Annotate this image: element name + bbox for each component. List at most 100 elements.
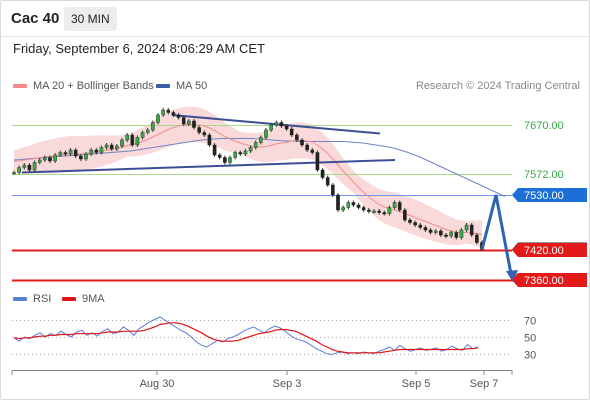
candle-body-66 (351, 202, 356, 206)
candle-body-72 (382, 212, 387, 215)
candle-body-12 (73, 149, 78, 157)
candle-body-28 (156, 114, 160, 123)
forecast-arrow (480, 194, 513, 275)
candle-body-42 (228, 157, 232, 163)
candle-body-79 (418, 224, 423, 228)
candle-body-1 (17, 167, 21, 173)
candle-body-88 (464, 224, 469, 231)
candle-body-3 (27, 164, 32, 171)
candle-body-17 (99, 147, 104, 153)
level-tag-2 (512, 188, 587, 202)
candle-body-2 (22, 164, 27, 168)
candle-body-80 (423, 227, 428, 231)
candle-body-81 (428, 229, 433, 233)
candle-body-51 (274, 122, 279, 126)
rsi-tick-2: 30 (524, 350, 536, 362)
level-label-2: 7530.00 (524, 190, 564, 202)
candle-body-37 (202, 132, 207, 136)
candle-body-46 (248, 147, 253, 152)
candle-body-67 (356, 204, 361, 208)
candle-body-18 (104, 144, 109, 148)
candle-body-0 (12, 172, 16, 175)
candle-body-5 (37, 159, 42, 163)
candle-body-48 (259, 137, 263, 143)
trendline-lower (21, 159, 396, 174)
level-label-1: 7572.00 (524, 169, 564, 181)
candle-body-43 (233, 152, 237, 158)
x-tick-label-0: Aug 30 (140, 378, 175, 390)
ma9-swatch (62, 297, 76, 301)
candle-body-86 (454, 232, 459, 238)
interval-button[interactable]: 30 MIN (64, 7, 117, 31)
candle-body-74 (392, 202, 397, 208)
candle-body-40 (217, 154, 222, 158)
bollinger-band (14, 106, 482, 249)
symbol-title: Cac 40 (11, 10, 60, 27)
candle-body-61 (325, 177, 330, 186)
attribution: Research © 2024 Trading Central (415, 80, 580, 92)
candle-body-14 (84, 153, 88, 160)
candle-body-90 (475, 234, 479, 243)
chart-header: Cac 40 30 MIN (0, 0, 588, 37)
candle-body-34 (187, 120, 191, 125)
level-label-4: 7420.00 (524, 245, 564, 257)
candle-body-68 (361, 207, 366, 211)
candle-body-64 (341, 207, 345, 211)
candle-body-87 (459, 229, 464, 238)
candle-body-25 (140, 132, 145, 138)
candle-body-49 (264, 129, 268, 138)
ma9-label: 9MA (82, 293, 105, 305)
candle-body-23 (130, 134, 135, 146)
candle-body-15 (89, 149, 93, 155)
candle-body-62 (331, 184, 335, 196)
level-label-0: 7670.00 (524, 120, 564, 132)
candle-body-60 (320, 169, 325, 178)
candle-body-54 (289, 128, 294, 136)
candle-body-78 (413, 222, 417, 226)
legend-ma50: MA 50 (156, 80, 207, 92)
datetime-label: Friday, September 6, 2024 8:06:29 AM CET (13, 41, 265, 56)
legend-ma20: MA 20 + Bollinger Bands (13, 80, 154, 92)
candle-body-41 (223, 157, 227, 163)
candle-body-82 (433, 230, 438, 233)
x-tick-label-1: Sep 3 (273, 378, 302, 390)
candle-body-33 (181, 117, 186, 125)
candle-body-45 (243, 150, 248, 155)
rsi-label: RSI (33, 293, 52, 305)
candle-body-31 (171, 112, 176, 116)
candle-body-57 (305, 144, 309, 151)
candle-body-71 (377, 210, 381, 213)
rsi-tick-0: 70 (524, 316, 536, 328)
candle-body-32 (176, 114, 181, 118)
candle-body-19 (109, 144, 114, 150)
candle-body-76 (403, 209, 407, 221)
candle-body-63 (336, 194, 340, 211)
candle-body-20 (115, 145, 119, 150)
candle-body-35 (192, 120, 196, 128)
rsi-9ma-line (13, 322, 479, 354)
candle-body-47 (253, 142, 258, 148)
candle-body-85 (449, 232, 453, 237)
x-tick-label-2: Sep 5 (402, 378, 431, 390)
candle-body-24 (135, 137, 140, 146)
candle-body-52 (279, 122, 284, 127)
candle-body-69 (367, 209, 371, 212)
candle-body-77 (408, 219, 412, 223)
candle-body-89 (469, 224, 474, 236)
candle-body-11 (68, 149, 73, 155)
candle-body-75 (397, 202, 402, 211)
candle-body-36 (197, 127, 201, 133)
candle-body-22 (125, 134, 129, 141)
level-label-5: 7360.00 (524, 275, 564, 287)
candle-body-13 (79, 155, 83, 160)
candle-body-39 (212, 144, 217, 156)
candle-body-10 (63, 152, 68, 155)
candle-body-21 (120, 139, 124, 147)
candle-body-26 (145, 129, 150, 133)
candle-body-38 (207, 134, 212, 146)
candle-body-29 (161, 109, 165, 116)
candle-body-65 (346, 202, 351, 208)
candle-body-59 (315, 152, 320, 171)
candle-body-84 (444, 234, 448, 237)
